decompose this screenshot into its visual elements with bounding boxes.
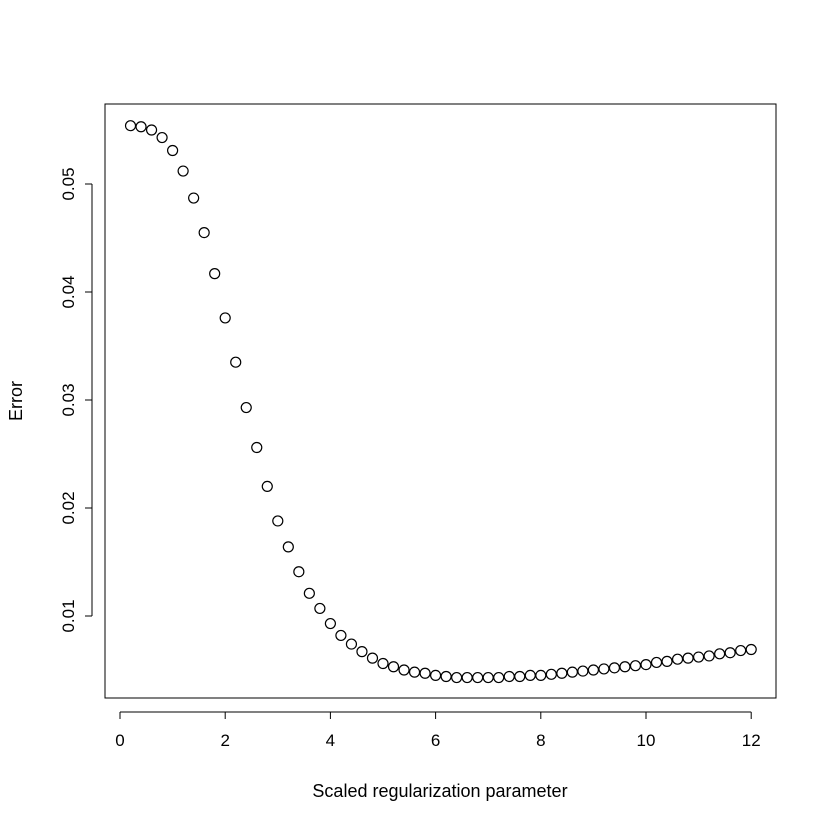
- plot-box: [104, 103, 777, 699]
- data-point: [461, 671, 473, 684]
- data-point: [198, 227, 210, 239]
- data-point: [261, 480, 273, 492]
- data-point: [430, 669, 442, 682]
- data-point: [587, 664, 600, 676]
- x-tick-label: 10: [637, 731, 656, 750]
- data-point: [724, 647, 736, 659]
- data-point: [671, 653, 684, 665]
- data-point: [240, 401, 252, 414]
- data-point: [177, 165, 189, 177]
- y-tick-label: 0.03: [59, 383, 78, 416]
- data-point: [640, 658, 652, 671]
- data-point: [124, 120, 137, 132]
- data-point: [314, 602, 326, 615]
- data-point: [145, 124, 158, 136]
- data-point: [272, 515, 284, 527]
- data-point: [482, 671, 494, 684]
- data-point: [135, 121, 147, 133]
- x-tick-label: 12: [742, 731, 761, 750]
- data-point: [387, 661, 400, 673]
- data-point: [608, 662, 621, 674]
- data-point: [682, 652, 694, 664]
- data-point: [472, 671, 484, 684]
- data-point: [493, 671, 505, 684]
- data-point: [745, 643, 757, 656]
- y-axis: 0.01 0.02 0.03 0.04 0.05: [59, 167, 93, 633]
- x-tick-label: 0: [115, 731, 124, 750]
- y-axis-title: Error: [6, 381, 26, 421]
- data-point: [419, 667, 431, 679]
- data-point: [598, 663, 610, 675]
- data-point: [293, 566, 305, 578]
- data-point: [556, 667, 568, 679]
- data-point: [324, 617, 336, 630]
- data-point: [535, 669, 547, 682]
- data-point: [335, 629, 347, 642]
- data-point: [650, 656, 663, 669]
- data-point: [577, 665, 589, 677]
- data-point: [514, 670, 526, 683]
- data-point: [735, 644, 747, 657]
- data-point: [303, 587, 315, 599]
- data-point: [714, 648, 726, 660]
- data-point: [167, 144, 179, 157]
- x-axis: 0 2 4 6 8 10 12: [115, 711, 761, 750]
- data-point: [408, 666, 421, 678]
- data-point: [692, 651, 705, 663]
- y-tick-label: 0.04: [59, 275, 78, 308]
- data-points: [124, 120, 757, 684]
- data-point: [219, 312, 231, 324]
- data-point: [377, 657, 389, 670]
- x-tick-label: 2: [220, 731, 229, 750]
- x-axis-title: Scaled regularization parameter: [312, 781, 567, 801]
- data-point: [524, 669, 536, 682]
- y-tick-label: 0.05: [59, 167, 78, 200]
- x-tick-label: 6: [431, 731, 440, 750]
- data-point: [398, 664, 410, 676]
- data-point: [451, 671, 463, 684]
- data-point: [156, 131, 168, 144]
- data-point: [251, 441, 263, 454]
- data-point: [629, 660, 642, 672]
- data-point: [230, 356, 242, 368]
- data-point: [703, 650, 715, 662]
- data-point: [661, 655, 673, 667]
- y-tick-label: 0.02: [59, 491, 78, 524]
- data-point: [366, 652, 379, 664]
- data-point: [188, 192, 200, 204]
- data-point: [356, 646, 368, 658]
- data-point: [619, 661, 631, 673]
- y-tick-label: 0.01: [59, 599, 78, 632]
- x-tick-label: 8: [536, 731, 545, 750]
- data-point: [209, 268, 221, 280]
- data-point: [440, 670, 452, 683]
- data-point: [503, 670, 515, 683]
- x-tick-label: 4: [326, 731, 335, 750]
- data-point: [566, 666, 578, 678]
- data-point: [282, 541, 294, 553]
- data-point: [545, 668, 557, 680]
- data-point: [345, 638, 358, 650]
